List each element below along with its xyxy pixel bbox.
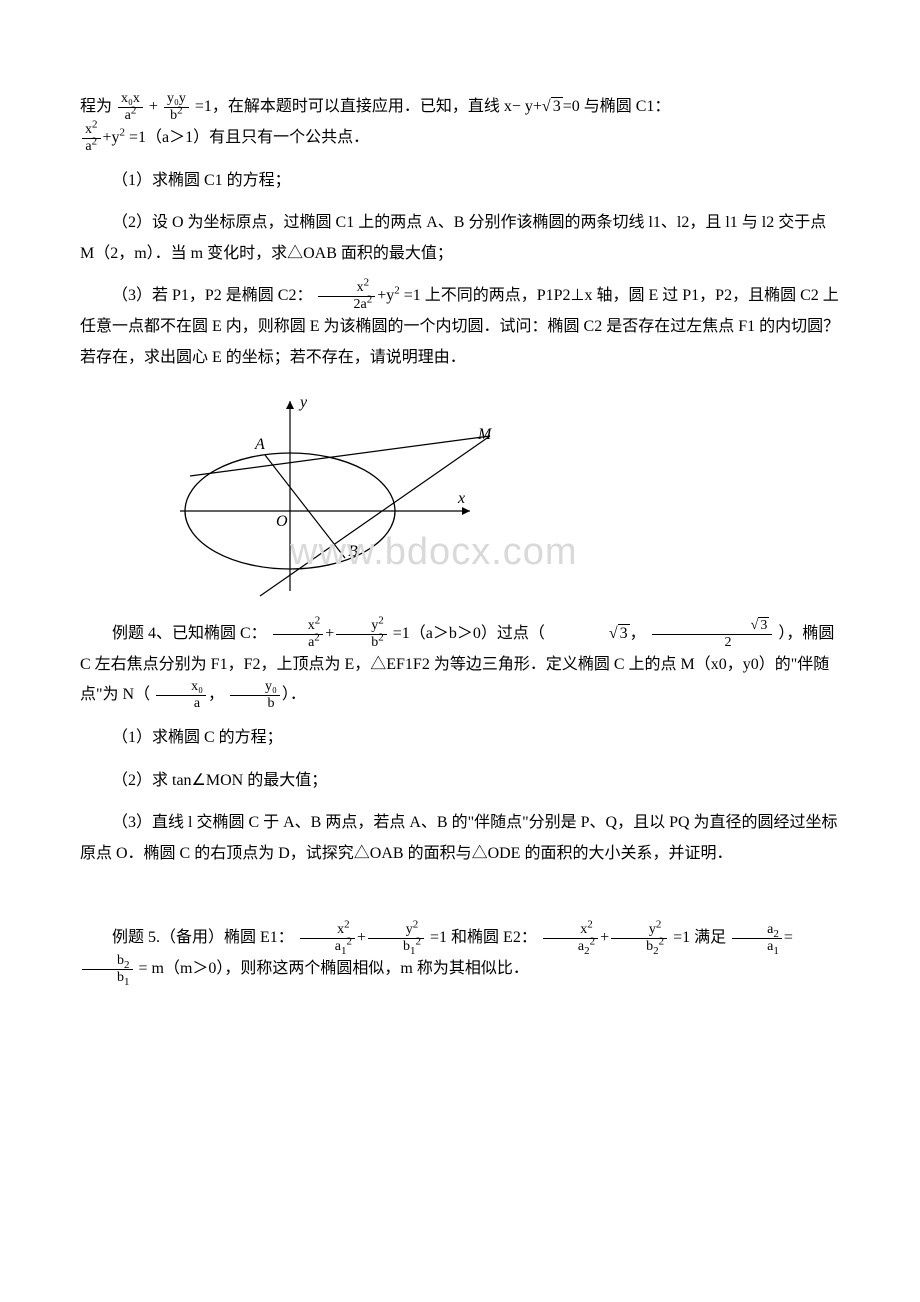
- frac-x0-a: x₀ a: [156, 680, 206, 711]
- example-5: 例题 5.（备用）椭圆 E1： x2 a12 + y2 b12 =1 和椭圆 E…: [80, 923, 840, 985]
- origin-label: O: [276, 513, 288, 530]
- figure-svg: y x O A B M: [180, 391, 520, 601]
- question-1: （1）求椭圆 C1 的方程；: [80, 166, 840, 196]
- example-4: 例题 4、已知椭圆 C： x2 a2 + y2 b2 =1（a＞b＞0）过点（√…: [80, 619, 840, 711]
- ellipse-figure: www.bdocx.com y x O A B M: [180, 391, 840, 601]
- plus-y2: +y2: [377, 287, 400, 304]
- frac-x2-2a2: x2 2a2: [318, 281, 375, 312]
- ex4-question-2: （2）求 tan∠MON 的最大值；: [80, 766, 840, 796]
- plus: +: [149, 98, 158, 115]
- text: 程为: [80, 98, 112, 115]
- sqrt-3: √3: [542, 92, 563, 122]
- text: =1（a＞1）有且只有一个公共点．: [129, 129, 369, 146]
- frac-a2-a1: a2 a1: [732, 923, 782, 954]
- point-a-label: A: [254, 436, 265, 453]
- frac-y2-b2-ex4: y2 b2: [336, 619, 387, 650]
- y-axis-label: y: [298, 394, 308, 411]
- ex4-question-3: （3）直线 l 交椭圆 C 于 A、B 两点，若点 A、B 的"伴随点"分别是 …: [80, 808, 840, 869]
- frac-y0-b: y₀ b: [230, 680, 280, 711]
- question-2: （2）设 O 为坐标原点，过椭圆 C1 上的两点 A、B 分别作该椭圆的两条切线…: [80, 208, 840, 269]
- frac-x2-a2-ex4: x2 a2: [273, 619, 324, 650]
- point-m-label: M: [477, 426, 493, 443]
- frac-b2-b1: b2 b1: [82, 954, 133, 985]
- frac-y0y-b2: y₀y b2: [164, 92, 189, 123]
- frac-x2-a2: x2 a2: [82, 123, 101, 154]
- frac-sqrt3-2: √3 2: [652, 619, 773, 650]
- opening-line: 程为 x₀x a2 + y₀y b2 =1，在解本题时可以直接应用．已知，直线 …: [80, 92, 840, 154]
- frac-x0x-a2: x₀x a2: [118, 92, 143, 123]
- point-b-label: B: [348, 543, 358, 560]
- sqrt-3-ex4: √3: [545, 619, 630, 649]
- ex4-question-1: （1）求椭圆 C 的方程；: [80, 723, 840, 753]
- spacer: [80, 881, 840, 911]
- text: =0 与椭圆 C1：: [563, 98, 671, 115]
- plus-y2: +y2: [103, 129, 126, 146]
- frac-y2-b12: y2 b12: [368, 923, 424, 954]
- frac-x2-a22: x2 a22: [543, 923, 598, 954]
- text: =1，在解本题时可以直接应用．已知，直线 x− y+: [195, 98, 542, 115]
- x-axis-label: x: [457, 490, 465, 507]
- question-3: （3）若 P1，P2 是椭圆 C2： x2 2a2 +y2 =1 上不同的两点，…: [80, 281, 840, 373]
- frac-y2-b22: y2 b22: [611, 923, 667, 954]
- frac-x2-a12: x2 a12: [300, 923, 355, 954]
